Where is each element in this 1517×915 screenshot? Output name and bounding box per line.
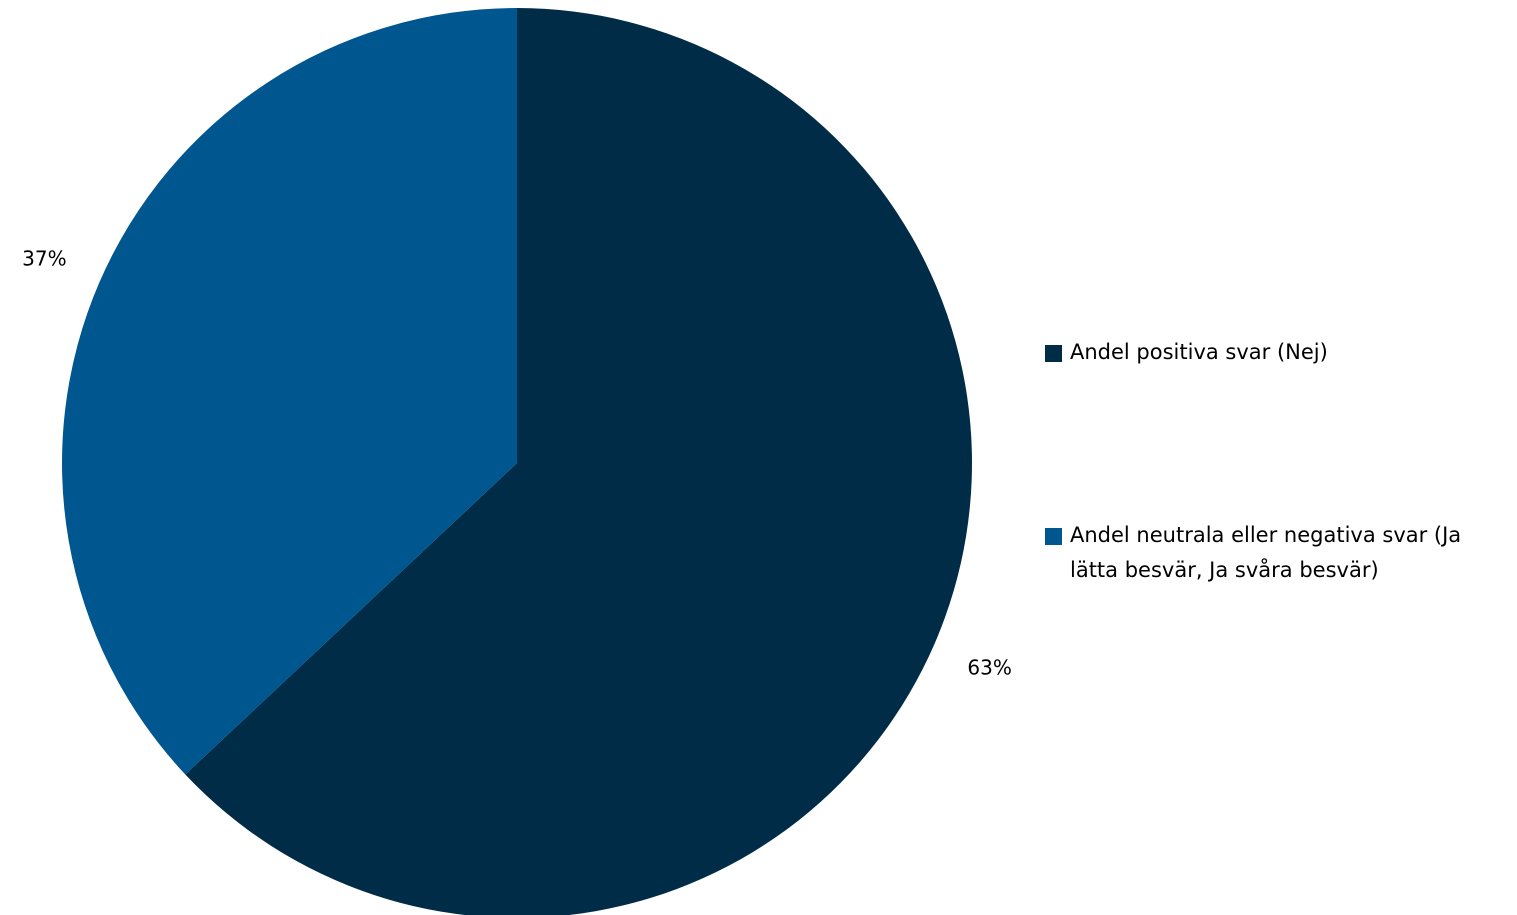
legend-item-positive: Andel positiva svar (Nej) bbox=[1045, 335, 1515, 370]
legend-label-positive: Andel positiva svar (Nej) bbox=[1070, 340, 1328, 364]
data-label-neutral-negative: 37% bbox=[22, 246, 66, 270]
legend-label-neutral-negative: Andel neutrala eller negativa svar (Ja l… bbox=[1070, 523, 1462, 582]
legend-swatch-neutral-negative bbox=[1045, 528, 1062, 545]
pie-slices bbox=[61, 8, 972, 915]
pie-slice-positive bbox=[185, 8, 972, 915]
legend-item-neutral-negative: Andel neutrala eller negativa svar (Ja l… bbox=[1045, 518, 1515, 588]
data-label-positive: 63% bbox=[967, 656, 1011, 680]
chart-legend: Andel positiva svar (Nej) Andel neutrala… bbox=[1045, 335, 1515, 588]
legend-swatch-positive bbox=[1045, 345, 1062, 362]
pie-data-labels: 63% 37% bbox=[22, 246, 1012, 679]
pie-slice-neutral-negative bbox=[61, 8, 518, 775]
